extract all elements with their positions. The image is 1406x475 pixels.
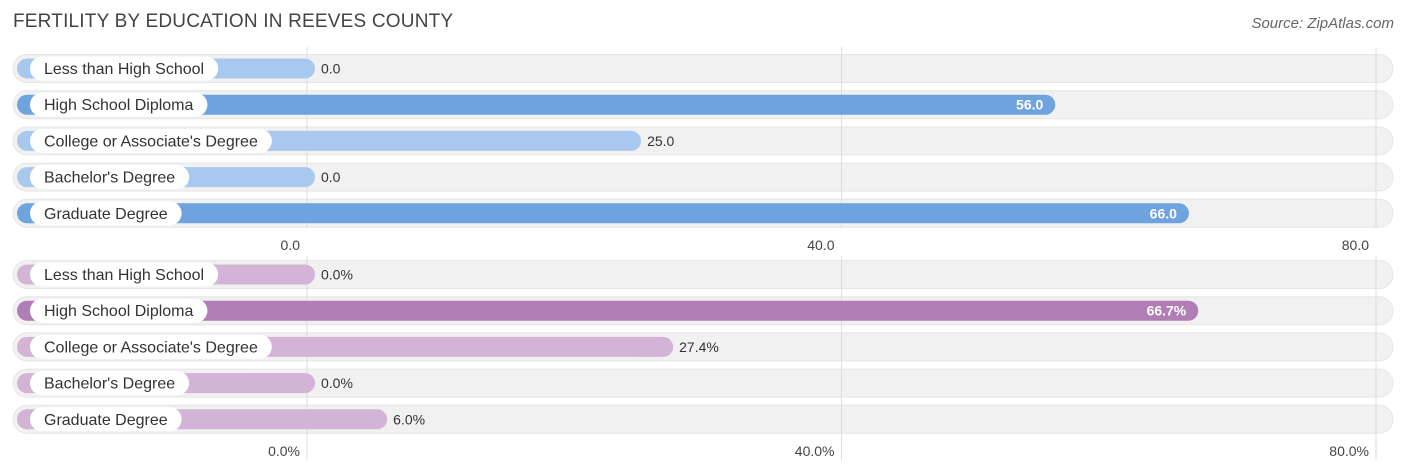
value-label: 0.0 [321,169,341,185]
value-label: 25.0 [647,133,674,149]
value-label: 0.0 [321,61,341,77]
category-pill [30,201,182,226]
category-label: Less than High School [44,61,204,78]
tick-label: 40.0% [795,443,835,459]
tick-label: 40.0 [807,237,834,253]
tick-label: 0.0% [268,443,300,459]
bar [17,94,1056,115]
value-label: 66.7% [1147,303,1187,319]
tick-label: 80.0 [1342,237,1369,253]
category-pill [30,165,190,190]
category-label: High School Diploma [44,97,194,114]
category-label: College or Associate's Degree [44,133,258,150]
category-pill [30,128,272,153]
value-label: 0.0% [321,375,353,391]
category-label: High School Diploma [44,303,194,320]
chart-title: FERTILITY BY EDUCATION IN REEVES COUNTY [13,11,454,32]
source-credit: Source: ZipAtlas.com [1251,15,1394,32]
value-label: 66.0 [1150,205,1177,221]
bar-track [12,54,1394,83]
category-pill [30,56,219,81]
value-label: 6.0% [393,411,425,427]
category-label: Bachelor's Degree [44,376,175,393]
tick-label: 0.0 [281,237,301,253]
value-label: 27.4% [679,339,719,355]
tick-label: 80.0% [1329,443,1369,459]
category-label: Graduate Degree [44,412,168,429]
bar-track [12,368,1394,398]
value-label: 0.0% [321,267,353,283]
category-pill [30,92,208,117]
value-label: 56.0 [1016,97,1043,113]
category-pill [30,298,208,323]
bar [17,300,1199,321]
bar-track [12,162,1394,192]
category-pill [30,371,190,396]
chart-panel-1: Less than High School 0.0 High School Dipl… [12,47,1394,253]
chart-panel-2: Less than High School 0.0% High School Dip… [12,256,1394,460]
bar-track [12,260,1394,289]
category-pill [30,262,219,287]
category-pill [30,334,272,359]
category-label: College or Associate's Degree [44,339,258,356]
category-label: Bachelor's Degree [44,170,175,187]
bar [17,203,1189,224]
category-pill [30,407,182,432]
category-label: Graduate Degree [44,206,168,223]
category-label: Less than High School [44,267,204,284]
